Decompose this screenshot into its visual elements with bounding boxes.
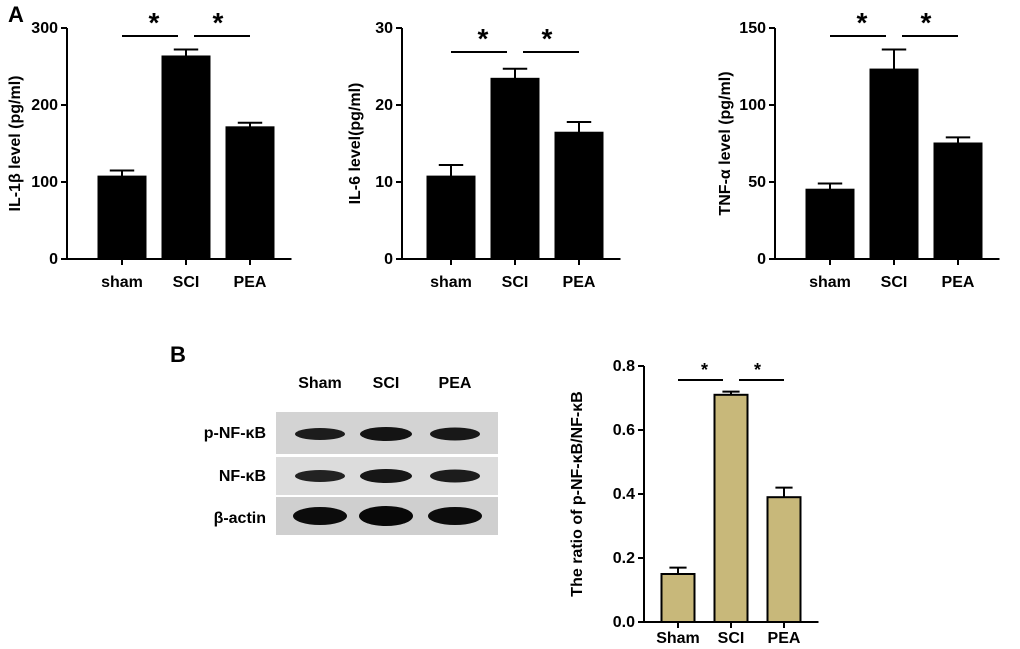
bar-sham	[805, 188, 855, 260]
il1b-bar-chart: 0 100 200 300 IL-1β level (pg/ml) sham SCI PEA *…	[7, 7, 292, 291]
x-tick-label-pea: PEA	[234, 274, 267, 291]
x-tick-label-sci: SCI	[173, 274, 200, 291]
y-tick-label: 0	[757, 251, 766, 268]
x-tick-label-sham: sham	[101, 274, 143, 291]
significance-star: *	[921, 7, 932, 38]
x-tick-label-sci: SCI	[718, 630, 745, 647]
y-axis-title: TNF-α level (pg/ml)	[717, 71, 734, 215]
bar-pea	[225, 126, 275, 260]
y-tick-label: 0.2	[613, 550, 635, 567]
bar-sci	[161, 55, 211, 260]
blot-lane-label-pea: PEA	[439, 375, 472, 392]
x-tick-label-pea: PEA	[942, 274, 975, 291]
y-tick-label: 150	[739, 20, 766, 37]
y-tick-label: 100	[31, 174, 58, 191]
y-tick-label: 30	[375, 20, 393, 37]
bar-sham	[426, 175, 476, 260]
bar-sci	[869, 68, 919, 260]
y-tick-label: 0.6	[613, 422, 635, 439]
blot-band-nfkb-sham	[295, 470, 345, 482]
tnfa-bar-chart: 0 50 100 150 TNF-α level (pg/ml) sham SCI PEA * *	[717, 7, 1000, 291]
y-tick-label: 0.0	[613, 614, 635, 631]
x-tick-label-sham: sham	[809, 274, 851, 291]
y-tick-label: 100	[739, 97, 766, 114]
x-tick-label-sham: sham	[430, 274, 472, 291]
significance-star: *	[542, 23, 553, 54]
y-tick-label: 200	[31, 97, 58, 114]
bar-pea	[554, 131, 604, 260]
y-tick-label: 300	[31, 20, 58, 37]
nfkb-ratio-bar-chart: 0.0 0.2 0.4 0.6 0.8 The ratio of p-NF-κB/NF-κ…	[569, 358, 819, 647]
blot-band-p-nfkb-sci	[360, 427, 412, 441]
blot-band-beta-actin-sham	[293, 507, 347, 525]
blot-lane-label-sham: Sham	[298, 375, 342, 392]
blot-band-beta-actin-pea	[428, 507, 482, 525]
blot-band-nfkb-sci	[360, 469, 412, 483]
y-axis-title: IL-1β level (pg/ml)	[7, 75, 24, 211]
y-tick-label: 10	[375, 174, 393, 191]
y-tick-label: 0	[49, 251, 58, 268]
bar-sham	[660, 573, 696, 623]
x-tick-label-pea: PEA	[768, 630, 801, 647]
y-tick-label: 0	[384, 251, 393, 268]
bar-sci	[490, 77, 540, 260]
y-tick-label: 0.4	[613, 486, 635, 503]
blot-band-p-nfkb-sham	[295, 428, 345, 440]
panel-label-b: B	[170, 342, 186, 367]
significance-star: *	[754, 360, 761, 380]
blot-row-label-beta-actin: β-actin	[214, 510, 266, 527]
bar-sham	[97, 175, 147, 260]
y-axis-title: IL-6 level(pg/ml)	[347, 83, 364, 205]
bar-pea	[933, 142, 983, 260]
blot-band-nfkb-pea	[430, 469, 480, 483]
significance-star: *	[149, 7, 160, 38]
blot-row-label-p-nfkb: p-NF-κB	[204, 425, 266, 442]
blot-lane-label-sci: SCI	[373, 375, 400, 392]
y-tick-label: 50	[748, 174, 766, 191]
significance-star: *	[701, 360, 708, 380]
significance-star: *	[478, 23, 489, 54]
western-blot: Sham SCI PEA p-NF-κB NF-κB β-actin	[204, 375, 498, 535]
bar-sci	[713, 393, 749, 623]
x-tick-label-sci: SCI	[502, 274, 529, 291]
significance-star: *	[857, 7, 868, 38]
blot-band-beta-actin-sci	[359, 506, 413, 526]
x-tick-label-sham: Sham	[656, 630, 700, 647]
blot-row-label-nfkb: NF-κB	[219, 468, 266, 485]
y-axis-title: The ratio of p-NF-κB/NF-κB	[569, 391, 586, 596]
bar-pea	[766, 496, 802, 624]
y-tick-label: 0.8	[613, 358, 635, 375]
panel-label-a: A	[8, 2, 24, 27]
blot-band-p-nfkb-pea	[430, 427, 480, 441]
x-tick-label-sci: SCI	[881, 274, 908, 291]
x-tick-label-pea: PEA	[563, 274, 596, 291]
il6-bar-chart: 0 10 20 30 IL-6 level(pg/ml) sham SCI PEA * *	[347, 20, 621, 291]
significance-star: *	[213, 7, 224, 38]
y-tick-label: 20	[375, 97, 393, 114]
